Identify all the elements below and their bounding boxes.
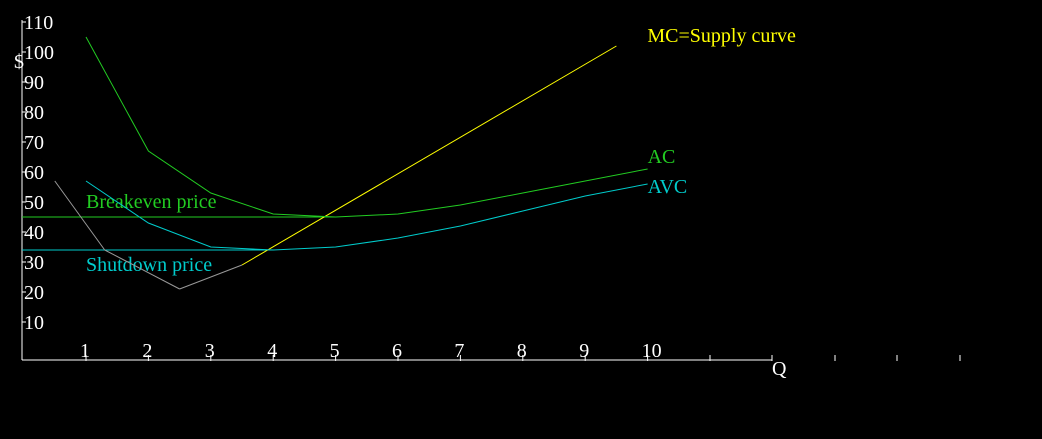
y-tick-label: 10: [24, 312, 44, 334]
x-tick-label: 2: [142, 340, 152, 362]
series-label: MC=Supply curve: [647, 25, 796, 47]
price-label: Shutdown price: [86, 254, 212, 276]
y-tick-label: 50: [24, 192, 44, 214]
x-tick-label: 6: [392, 340, 402, 362]
y-tick-label: 60: [24, 162, 44, 184]
line-segment: [104, 249, 180, 290]
y-tick-label: 100: [24, 42, 54, 64]
x-tick-label: 3: [205, 340, 215, 362]
y-tick-label: 70: [24, 132, 44, 154]
x-tick-label: 8: [517, 340, 527, 362]
y-tick-label: 30: [24, 252, 44, 274]
x-tick-label: 5: [330, 340, 340, 362]
line-segment: [179, 264, 243, 290]
x-tick-label: 7: [454, 340, 464, 362]
extra-ticks: [709, 355, 961, 361]
y-tick-label: 80: [24, 102, 44, 124]
x-axis-label: Q: [772, 358, 787, 380]
y-tick-label: 90: [24, 72, 44, 94]
y-tick-label: 20: [24, 282, 44, 304]
y-tick-label: 110: [24, 12, 53, 34]
x-tick-label: 10: [642, 340, 662, 362]
x-tick-label: 1: [80, 340, 90, 362]
line: [85, 180, 648, 251]
y-axis-label: $: [14, 51, 24, 73]
x-tick-label: 4: [267, 340, 277, 362]
y-tick-label: 40: [24, 222, 44, 244]
line: [85, 36, 648, 218]
x-tick-label: 9: [579, 340, 589, 362]
price-label: Breakeven price: [86, 191, 217, 213]
series-label: AC: [648, 146, 676, 168]
line-segment: [54, 180, 106, 251]
series-label: AVC: [648, 176, 688, 198]
line-segment: [241, 45, 617, 266]
